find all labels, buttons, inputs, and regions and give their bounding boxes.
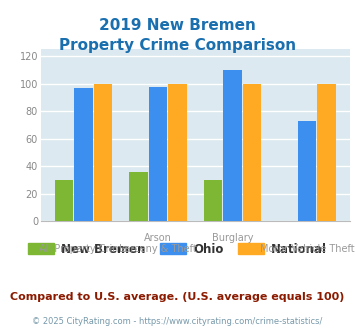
Bar xyxy=(298,121,316,221)
Text: © 2025 CityRating.com - https://www.cityrating.com/crime-statistics/: © 2025 CityRating.com - https://www.city… xyxy=(32,317,323,326)
Legend: New Bremen, Ohio, National: New Bremen, Ohio, National xyxy=(24,238,331,260)
Bar xyxy=(204,180,223,221)
Text: Burglary: Burglary xyxy=(212,233,253,243)
Text: Property Crime Comparison: Property Crime Comparison xyxy=(59,38,296,53)
Bar xyxy=(223,70,242,221)
Bar xyxy=(168,84,187,221)
Bar xyxy=(55,180,73,221)
Text: Arson: Arson xyxy=(144,233,172,243)
Bar xyxy=(94,84,112,221)
Bar xyxy=(129,172,148,221)
Bar xyxy=(317,84,335,221)
Text: Compared to U.S. average. (U.S. average equals 100): Compared to U.S. average. (U.S. average … xyxy=(10,292,345,302)
Text: Larceny & Theft: Larceny & Theft xyxy=(119,244,197,253)
Text: Motor Vehicle Theft: Motor Vehicle Theft xyxy=(260,244,354,253)
Text: 2019 New Bremen: 2019 New Bremen xyxy=(99,18,256,33)
Bar xyxy=(242,84,261,221)
Bar xyxy=(74,88,93,221)
Text: All Property Crime: All Property Crime xyxy=(39,244,128,253)
Bar xyxy=(149,86,167,221)
